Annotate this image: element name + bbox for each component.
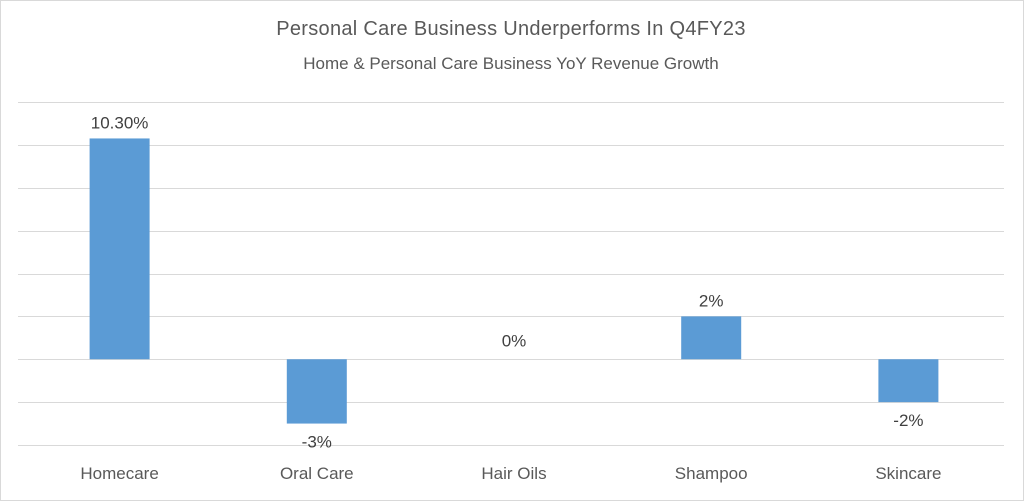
chart-title: Personal Care Business Underperforms In …	[276, 18, 746, 40]
category-label: Hair Oils	[481, 464, 546, 483]
data-label: -2%	[893, 411, 923, 430]
category-label: Skincare	[875, 464, 941, 483]
data-label: 2%	[699, 291, 724, 310]
category-label: Homecare	[80, 464, 158, 483]
data-label: 0%	[502, 331, 527, 350]
bar-oral-care	[286, 359, 347, 424]
category-label: Oral Care	[280, 464, 354, 483]
data-label: 10.30%	[91, 113, 149, 132]
data-label: -3%	[302, 433, 332, 452]
bar-skincare	[878, 359, 939, 403]
bar-homecare	[89, 138, 150, 360]
bar-shampoo	[681, 316, 742, 360]
category-label: Shampoo	[675, 464, 748, 483]
chart-subtitle: Home & Personal Care Business YoY Revenu…	[303, 54, 719, 73]
